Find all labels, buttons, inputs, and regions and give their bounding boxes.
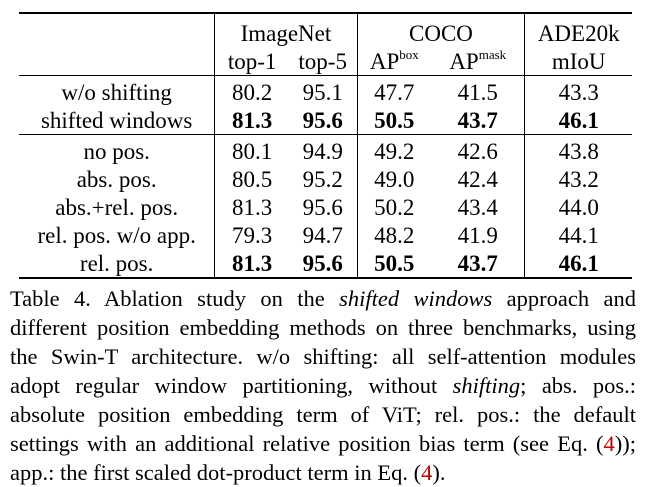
cell-top5: 95.6: [302, 194, 343, 220]
row-label: abs. pos.: [76, 166, 157, 192]
header-miou: mIoU: [524, 47, 632, 76]
cell-ap-mask: 41.5: [431, 75, 525, 106]
cell-ap-box: 49.2: [356, 134, 432, 165]
cell-top1: 80.1: [214, 134, 289, 165]
cell-ap-mask: 43.7: [457, 107, 498, 133]
caption-text: ).: [432, 460, 446, 485]
header-top5: top-5: [298, 48, 347, 74]
equation-reference-link[interactable]: 4: [603, 431, 615, 456]
cell-top1: 81.3: [214, 106, 289, 135]
table-row: abs.+rel. pos. 81.3 95.6 50.2 43.4 44.0: [19, 193, 632, 221]
caption-text: Table 4. Ablation study on the: [10, 286, 340, 311]
header-coco: COCO: [356, 12, 525, 47]
cell-top5: 95.2: [302, 166, 343, 192]
cell-top5: 95.6: [302, 107, 343, 133]
cell-miou: 43.2: [524, 165, 632, 193]
caption-emphasis: shifting: [452, 373, 521, 398]
cell-ap-mask: 41.9: [457, 222, 498, 248]
table-row: w/o shifting 80.2 95.1 47.7 41.5 43.3: [19, 75, 632, 106]
cell-miou: 46.1: [524, 249, 632, 279]
cell-ap-box: 47.7: [356, 75, 432, 106]
cell-ap-box: 49.0: [356, 165, 432, 193]
cell-ap-box: 50.5: [356, 249, 432, 279]
table-row: shifted windows 81.3 95.6 50.5 43.7 46.1: [19, 106, 632, 135]
header-top1: top-1: [214, 47, 289, 76]
cell-top5: 95.6: [288, 249, 358, 279]
cell-top1: 81.3: [214, 193, 289, 221]
row-label: rel. pos.: [19, 249, 215, 279]
header-empty-cell: [19, 47, 215, 76]
ap-box-base: AP: [369, 48, 400, 74]
header-row-metrics: top-1 top-5 APbox APmask mIoU: [19, 47, 632, 76]
header-empty-cell: [19, 12, 215, 47]
cell-miou: 44.0: [524, 193, 632, 221]
ablation-table: ImageNet COCO ADE20k top-1 top-5 APbox A…: [19, 12, 632, 279]
cell-top1: 80.2: [214, 75, 289, 106]
cell-top5: 95.1: [288, 75, 358, 106]
equation-reference-link[interactable]: 4: [421, 460, 433, 485]
cell-miou: 43.3: [524, 75, 632, 106]
ap-mask-base: AP: [449, 48, 479, 74]
table-row: rel. pos. 81.3 95.6 50.5 43.7 46.1: [19, 249, 632, 279]
cell-ap-mask: 42.6: [431, 134, 525, 165]
caption-text: approach and different position embeddin…: [10, 286, 636, 398]
cell-top1: 80.5: [214, 165, 289, 193]
header-ap-mask: APmask: [431, 47, 525, 76]
cell-top1: 79.3: [214, 221, 289, 249]
row-label: w/o shifting: [19, 75, 215, 106]
cell-top5: 94.9: [288, 134, 358, 165]
cell-ap-box: 50.2: [356, 193, 432, 221]
table-row: no pos. 80.1 94.9 49.2 42.6 43.8: [19, 134, 632, 165]
caption-text: ; abs. pos.: absolute position embedding…: [10, 373, 636, 456]
cell-ap-mask: 42.4: [457, 166, 498, 192]
cell-ap-box: 50.5: [356, 106, 432, 135]
table-row: rel. pos. w/o app. 79.3 94.7 48.2 41.9 4…: [19, 221, 632, 249]
header-imagenet: ImageNet: [214, 12, 358, 47]
cell-top1: 81.3: [214, 249, 289, 279]
cell-miou: 46.1: [524, 106, 632, 135]
cell-ap-mask: 43.7: [431, 249, 525, 279]
row-label: rel. pos. w/o app.: [37, 222, 196, 248]
ap-box-superscript: box: [399, 46, 419, 62]
cell-miou: 43.8: [524, 134, 632, 165]
row-label: abs.+rel. pos.: [55, 194, 179, 220]
cell-top5: 94.7: [302, 222, 343, 248]
row-label: shifted windows: [40, 107, 193, 133]
caption-emphasis: shifted windows: [339, 286, 493, 311]
cell-ap-mask: 43.4: [457, 194, 498, 220]
row-label: no pos.: [19, 134, 215, 165]
cell-ap-box: 48.2: [356, 221, 432, 249]
table-caption: Table 4. Ablation study on the shifted w…: [10, 284, 636, 487]
ap-mask-superscript: mask: [478, 46, 507, 62]
header-ade20k: ADE20k: [524, 12, 632, 47]
cell-miou: 44.1: [524, 221, 632, 249]
caption-text: )); app.: the first scaled dot-product t…: [10, 431, 636, 485]
header-row-groups: ImageNet COCO ADE20k: [19, 12, 632, 47]
table-row: abs. pos. 80.5 95.2 49.0 42.4 43.2: [19, 165, 632, 193]
header-ap-box: APbox: [356, 46, 432, 76]
